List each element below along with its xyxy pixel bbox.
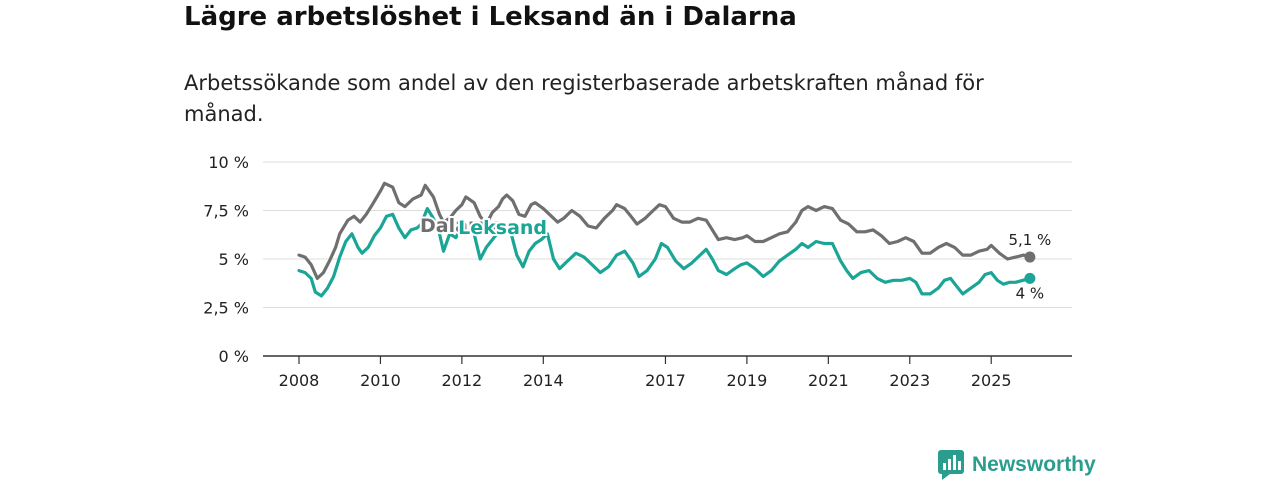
y-axis: 0 % 2,5 % 5 % 7,5 % 10 % <box>203 153 249 366</box>
newsworthy-brand[interactable]: Newsworthy <box>938 450 1096 480</box>
newsworthy-logo-icon <box>938 450 964 480</box>
series-label-leksand: Leksand <box>458 217 547 239</box>
x-tick-label: 2014 <box>523 371 564 390</box>
x-tick-label: 2017 <box>645 371 686 390</box>
chart-subtitle: Arbetssökande som andel av den registerb… <box>184 71 984 126</box>
x-tick-label: 2025 <box>971 371 1012 390</box>
series-labels: 5,1 % Dalarna 4 % Leksand <box>418 213 1051 303</box>
grid <box>263 161 1072 357</box>
x-axis: 2008 2010 2012 2014 2017 2019 2021 2023 2025 <box>279 356 1012 390</box>
x-tick-label: 2021 <box>808 371 849 390</box>
chart-title: Lägre arbetslöshet i Leksand än i Dalarn… <box>184 2 797 32</box>
series-line-leksand <box>297 207 1032 298</box>
x-tick-label: 2019 <box>727 371 768 390</box>
end-value-leksand: 4 % <box>1016 284 1045 302</box>
y-tick-label: 7,5 % <box>203 202 249 221</box>
series-group <box>297 181 1036 298</box>
y-tick-label: 0 % <box>219 347 249 366</box>
series-line-dalarna <box>297 181 1032 280</box>
series-label-dalarna: Dalarna <box>420 215 504 237</box>
end-value-dalarna: 5,1 % <box>1008 231 1051 249</box>
x-tick-label: 2010 <box>360 371 401 390</box>
brand-name: Newsworthy <box>972 453 1096 476</box>
x-tick-label: 2023 <box>889 371 930 390</box>
x-tick-label: 2012 <box>442 371 483 390</box>
end-point-leksand <box>1024 272 1036 284</box>
x-tick-label: 2008 <box>279 371 320 390</box>
y-tick-label: 10 % <box>208 153 249 172</box>
y-tick-label: 2,5 % <box>203 299 249 318</box>
end-point-dalarna <box>1024 251 1036 263</box>
y-tick-label: 5 % <box>219 250 249 269</box>
